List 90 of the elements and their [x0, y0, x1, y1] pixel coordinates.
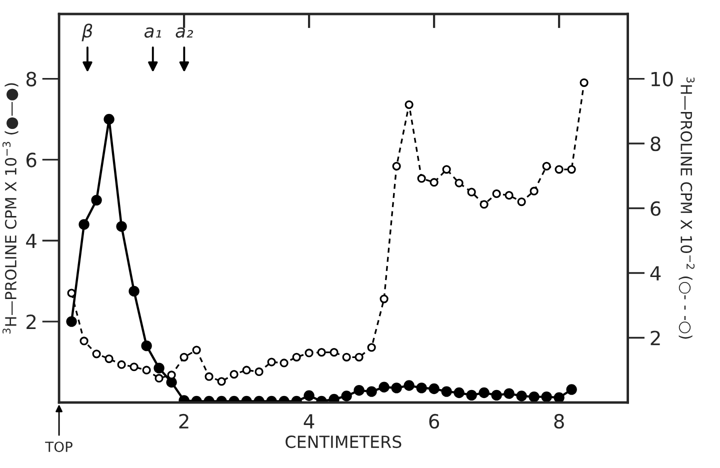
point	[117, 360, 126, 369]
point	[116, 221, 127, 232]
point	[454, 178, 464, 188]
point	[341, 390, 352, 402]
point	[528, 391, 540, 402]
point	[154, 362, 164, 374]
x-tick-label: 4	[304, 414, 314, 428]
point	[478, 387, 490, 398]
point	[142, 366, 151, 374]
x-tick-label: 6	[429, 414, 440, 429]
point	[378, 382, 390, 392]
point	[128, 286, 140, 297]
annotation: a₂	[176, 27, 194, 38]
point	[404, 100, 414, 109]
y-tick-label: 2	[26, 314, 36, 329]
point	[166, 376, 177, 388]
point	[92, 350, 101, 358]
point	[304, 390, 314, 401]
point	[91, 194, 102, 206]
point	[404, 380, 414, 391]
point	[504, 388, 514, 399]
y-tick-label: 4	[26, 234, 36, 248]
point	[328, 394, 340, 402]
point	[354, 352, 364, 362]
point	[541, 391, 552, 402]
point	[441, 386, 452, 397]
point	[517, 197, 526, 206]
point	[254, 367, 264, 376]
point	[554, 165, 564, 174]
point	[354, 384, 364, 396]
point	[491, 390, 502, 401]
point	[430, 178, 438, 187]
point	[204, 372, 214, 381]
text: TOP	[45, 442, 72, 452]
point	[504, 191, 514, 200]
y-tick-label: 6	[26, 152, 36, 168]
point	[454, 387, 464, 398]
point	[380, 294, 388, 304]
y2-tick-label: 6	[650, 201, 661, 216]
y-tick-label: 8	[26, 72, 36, 86]
point	[292, 352, 301, 362]
point	[467, 188, 476, 196]
point	[66, 316, 77, 327]
point	[130, 362, 138, 372]
point	[317, 348, 326, 357]
point	[230, 370, 238, 379]
point	[466, 390, 477, 401]
y2-tick-label: 2	[650, 330, 660, 346]
point	[342, 352, 351, 362]
point	[366, 386, 377, 397]
point	[516, 390, 527, 402]
x-tick-label: 8	[554, 414, 564, 429]
point	[480, 200, 488, 209]
point	[217, 377, 226, 386]
point	[154, 374, 164, 383]
point	[554, 392, 564, 402]
point	[267, 358, 276, 366]
point	[78, 219, 90, 230]
point	[104, 114, 114, 125]
point	[304, 348, 314, 358]
y-axis-title: $^{3}$H—PROLINE CPM X 10$^{−3}$ (●—●)	[2, 83, 18, 334]
point	[416, 382, 427, 394]
point	[80, 336, 88, 346]
point	[330, 348, 338, 357]
annotation: β	[82, 24, 92, 42]
point	[367, 343, 376, 352]
x-tick-label: 2	[179, 414, 188, 428]
point	[392, 162, 401, 170]
point	[391, 382, 402, 394]
point	[566, 384, 577, 395]
point	[492, 189, 501, 198]
y2-tick-label: 8	[650, 136, 660, 152]
point	[428, 383, 440, 394]
point	[567, 165, 576, 174]
point	[542, 162, 551, 170]
point	[442, 165, 451, 174]
point	[417, 174, 426, 183]
y2-tick-label: 4	[650, 266, 661, 280]
point	[530, 186, 538, 196]
x-axis-title: CENTIMETERS	[286, 435, 402, 448]
point	[141, 340, 152, 352]
point	[580, 78, 588, 87]
y2-axis-title: $^{3}$H—PROLINE CPM X 10$^{−2}$ (○- - -○)	[678, 77, 695, 339]
y2-tick-label: 10	[652, 72, 673, 86]
point	[280, 358, 288, 368]
point	[104, 354, 114, 364]
point	[192, 346, 201, 354]
point	[242, 366, 251, 374]
annotation: a₁	[144, 27, 162, 38]
point	[180, 352, 188, 362]
